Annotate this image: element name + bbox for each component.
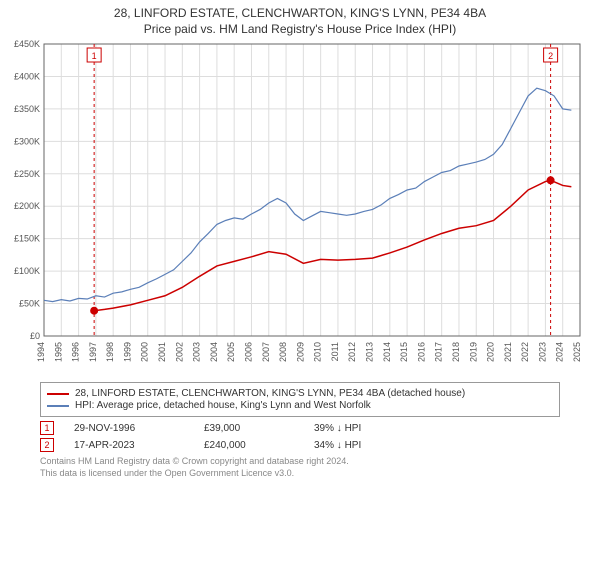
svg-text:1995: 1995 (53, 342, 63, 362)
svg-text:2016: 2016 (416, 342, 426, 362)
event-row: 2 17-APR-2023 £240,000 34% ↓ HPI (40, 438, 560, 452)
svg-text:2007: 2007 (261, 342, 271, 362)
svg-text:1999: 1999 (122, 342, 132, 362)
svg-text:2025: 2025 (572, 342, 582, 362)
svg-text:2024: 2024 (555, 342, 565, 362)
event-date: 29-NOV-1996 (74, 423, 184, 434)
svg-text:2003: 2003 (192, 342, 202, 362)
event-price: £240,000 (204, 440, 294, 451)
svg-text:2013: 2013 (365, 342, 375, 362)
svg-text:2008: 2008 (278, 342, 288, 362)
svg-text:2: 2 (548, 51, 553, 61)
svg-text:2020: 2020 (486, 342, 496, 362)
svg-text:2015: 2015 (399, 342, 409, 362)
legend-label: HPI: Average price, detached house, King… (75, 400, 371, 411)
svg-text:£450K: £450K (14, 39, 40, 49)
svg-text:1994: 1994 (36, 342, 46, 362)
event-date: 17-APR-2023 (74, 440, 184, 451)
svg-text:£350K: £350K (14, 104, 40, 114)
svg-text:2011: 2011 (330, 342, 340, 361)
chart-titles: 28, LINFORD ESTATE, CLENCHWARTON, KING'S… (0, 6, 600, 36)
svg-text:1996: 1996 (71, 342, 81, 362)
svg-text:£400K: £400K (14, 71, 40, 81)
legend-label: 28, LINFORD ESTATE, CLENCHWARTON, KING'S… (75, 388, 465, 399)
event-list: 1 29-NOV-1996 £39,000 39% ↓ HPI 2 17-APR-2023… (40, 421, 560, 452)
title-line1: 28, LINFORD ESTATE, CLENCHWARTON, KING'S… (0, 6, 600, 20)
svg-text:£150K: £150K (14, 234, 40, 244)
svg-text:2017: 2017 (434, 342, 444, 362)
svg-text:£250K: £250K (14, 169, 40, 179)
svg-text:£300K: £300K (14, 136, 40, 146)
chart-plot: £0 £50K £100K £150K £200K £250K £300K £350K £400… (0, 36, 600, 376)
legend-item: HPI: Average price, detached house, King… (47, 400, 553, 411)
svg-text:£0: £0 (30, 331, 40, 341)
legend-swatch (47, 405, 69, 407)
svg-text:2010: 2010 (313, 342, 323, 362)
svg-text:2018: 2018 (451, 342, 461, 362)
svg-text:£200K: £200K (14, 201, 40, 211)
event-delta: 34% ↓ HPI (314, 440, 361, 451)
svg-text:£100K: £100K (14, 266, 40, 276)
event-delta: 39% ↓ HPI (314, 423, 361, 434)
svg-text:2014: 2014 (382, 342, 392, 362)
footer-line2: This data is licensed under the Open Gov… (40, 468, 560, 480)
svg-text:2005: 2005 (226, 342, 236, 362)
svg-text:1: 1 (92, 51, 97, 61)
svg-text:2012: 2012 (347, 342, 357, 362)
svg-text:2023: 2023 (537, 342, 547, 362)
svg-text:1997: 1997 (88, 342, 98, 362)
svg-text:£50K: £50K (19, 299, 40, 309)
svg-text:1998: 1998 (105, 342, 115, 362)
svg-text:2022: 2022 (520, 342, 530, 362)
svg-text:2004: 2004 (209, 342, 219, 362)
svg-text:2001: 2001 (157, 342, 167, 362)
svg-text:2019: 2019 (468, 342, 478, 362)
title-line2: Price paid vs. HM Land Registry's House … (0, 22, 600, 36)
event-marker: 1 (40, 421, 54, 435)
legend-swatch (47, 393, 69, 395)
svg-text:2009: 2009 (295, 342, 305, 362)
svg-text:2006: 2006 (243, 342, 253, 362)
event-row: 1 29-NOV-1996 £39,000 39% ↓ HPI (40, 421, 560, 435)
event-price: £39,000 (204, 423, 294, 434)
footer: Contains HM Land Registry data © Crown c… (40, 456, 560, 479)
svg-text:2000: 2000 (140, 342, 150, 362)
svg-text:2002: 2002 (174, 342, 184, 362)
event-marker: 2 (40, 438, 54, 452)
chart-svg: £0 £50K £100K £150K £200K £250K £300K £350K £400… (0, 36, 600, 376)
legend-item: 28, LINFORD ESTATE, CLENCHWARTON, KING'S… (47, 388, 553, 399)
svg-text:2021: 2021 (503, 342, 513, 362)
footer-line1: Contains HM Land Registry data © Crown c… (40, 456, 560, 468)
legend: 28, LINFORD ESTATE, CLENCHWARTON, KING'S… (40, 382, 560, 417)
